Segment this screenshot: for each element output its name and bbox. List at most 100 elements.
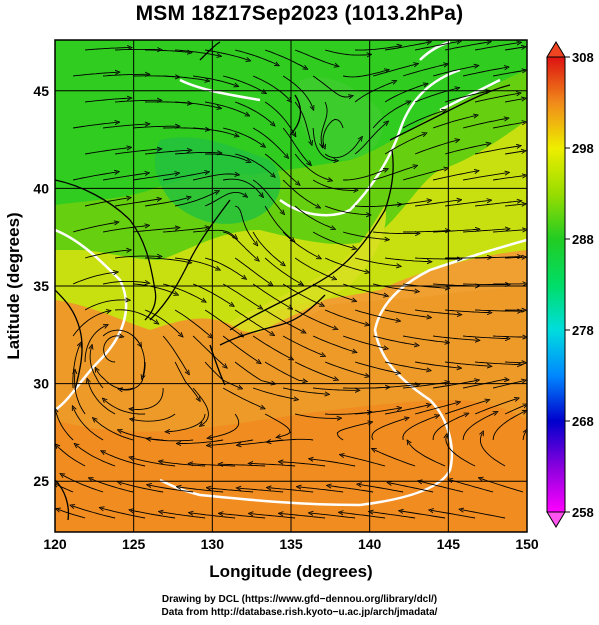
streamline-136 [103,281,148,284]
streamline-142 [282,283,322,305]
streamline-11 [415,42,459,51]
streamline-101 [415,200,459,207]
streamline-19 [193,75,237,86]
streamline-114 [342,231,387,240]
streamline-160 [385,309,429,317]
streamline-257 [62,475,104,493]
streamline-161 [415,309,460,315]
streamline-20 [222,75,264,93]
streamline-178 [463,335,508,339]
streamline-285 [431,510,476,519]
map-title: MSM 18Z17Sep2023 (1013.2hPa) [135,2,464,25]
streamline-109 [193,229,236,237]
streamline-137 [133,283,176,294]
streamline-8 [324,49,369,55]
streamline-170 [222,335,259,362]
streamline-270 [450,480,494,493]
streamline-214 [167,413,206,432]
streamline-203 [313,387,358,390]
streamline-110 [222,231,258,260]
streamline-58 [462,118,507,129]
streamline-117 [433,229,478,233]
streamline-163 [475,310,520,311]
lon-tick-120: 120 [43,536,67,552]
streamline-113 [312,231,355,248]
streamline-190 [385,361,429,370]
streamline-286 [461,510,506,519]
longitude-tick-labels: 120 125 130 135 140 145 150 [43,536,539,552]
streamline-134 [505,257,524,258]
credits: Drawing by DCL (https://www.gfd−dennou.o… [0,593,599,619]
streamline-115 [373,232,418,234]
streamline-237 [432,414,467,441]
lat-tick-30: 30 [33,376,49,392]
streamline-29 [493,71,524,77]
streamline-269 [420,481,464,493]
streamline-267 [359,484,404,493]
streamline-14 [505,47,524,51]
colorbar-tick-278: 278 [572,323,594,338]
streamline-252 [374,449,416,467]
streamline-92 [145,198,189,207]
streamline-175 [372,335,417,345]
lon-tick-145: 145 [437,536,461,552]
streamline-274 [101,508,146,519]
streamline-279 [251,514,296,519]
streamline-210 [75,371,86,415]
streamline-135 [72,272,116,285]
streamline-93 [175,192,217,207]
streamline-207 [433,380,477,389]
colorbar-tick-288: 288 [572,232,594,247]
streamline-272 [58,509,86,519]
streamline-87 [433,171,477,181]
streamline-191 [415,361,459,368]
streamline-96 [264,205,293,241]
streamline-107 [133,228,178,233]
streamline-105 [72,222,117,233]
streamline-152 [144,309,181,336]
streamline-122 [145,257,190,263]
streamline-5 [234,49,277,65]
streamline-255 [480,433,506,467]
streamline-141 [252,283,291,308]
streamline-162 [445,309,490,313]
streamline-103 [475,201,519,207]
streamline-78 [163,172,207,181]
streamline-172 [282,335,323,356]
streamline-217 [295,413,339,418]
streamline-169 [192,335,226,367]
colorbar-tick-308: 308 [572,50,594,65]
streamline-22 [282,75,313,108]
streamline-154 [204,309,242,336]
streamline-179 [493,336,525,337]
latitude-tick-labels: 25 30 35 40 45 [33,83,49,489]
streamline-73 [475,146,519,155]
streamline-185 [234,361,274,384]
streamline-57 [432,116,476,129]
streamline-1 [115,49,160,50]
streamline-167 [132,335,144,377]
streamline-174 [342,335,386,348]
streamline-38 [321,101,328,146]
streamline-236 [402,416,438,441]
streamline-44 [505,99,524,103]
streamline-130 [385,257,430,262]
streamline-215 [209,413,240,438]
streamline-133 [475,257,520,258]
streamline-65 [234,153,274,176]
x-axis-label: Longitude (degrees) [209,562,372,581]
streamline-265 [299,487,344,493]
lon-tick-150: 150 [515,536,539,552]
streamline-158 [324,309,367,325]
streamline-125 [234,257,271,285]
streamline-235 [371,418,407,441]
streamline-74 [505,151,524,155]
streamline-76 [103,173,147,181]
streamline-129 [354,257,399,266]
colorbar-body [546,56,566,513]
streamline-56 [402,111,444,129]
streamline-192 [445,361,490,366]
streamline-119 [493,230,525,232]
streamline-68 [324,138,361,159]
streamline-151 [115,309,157,323]
